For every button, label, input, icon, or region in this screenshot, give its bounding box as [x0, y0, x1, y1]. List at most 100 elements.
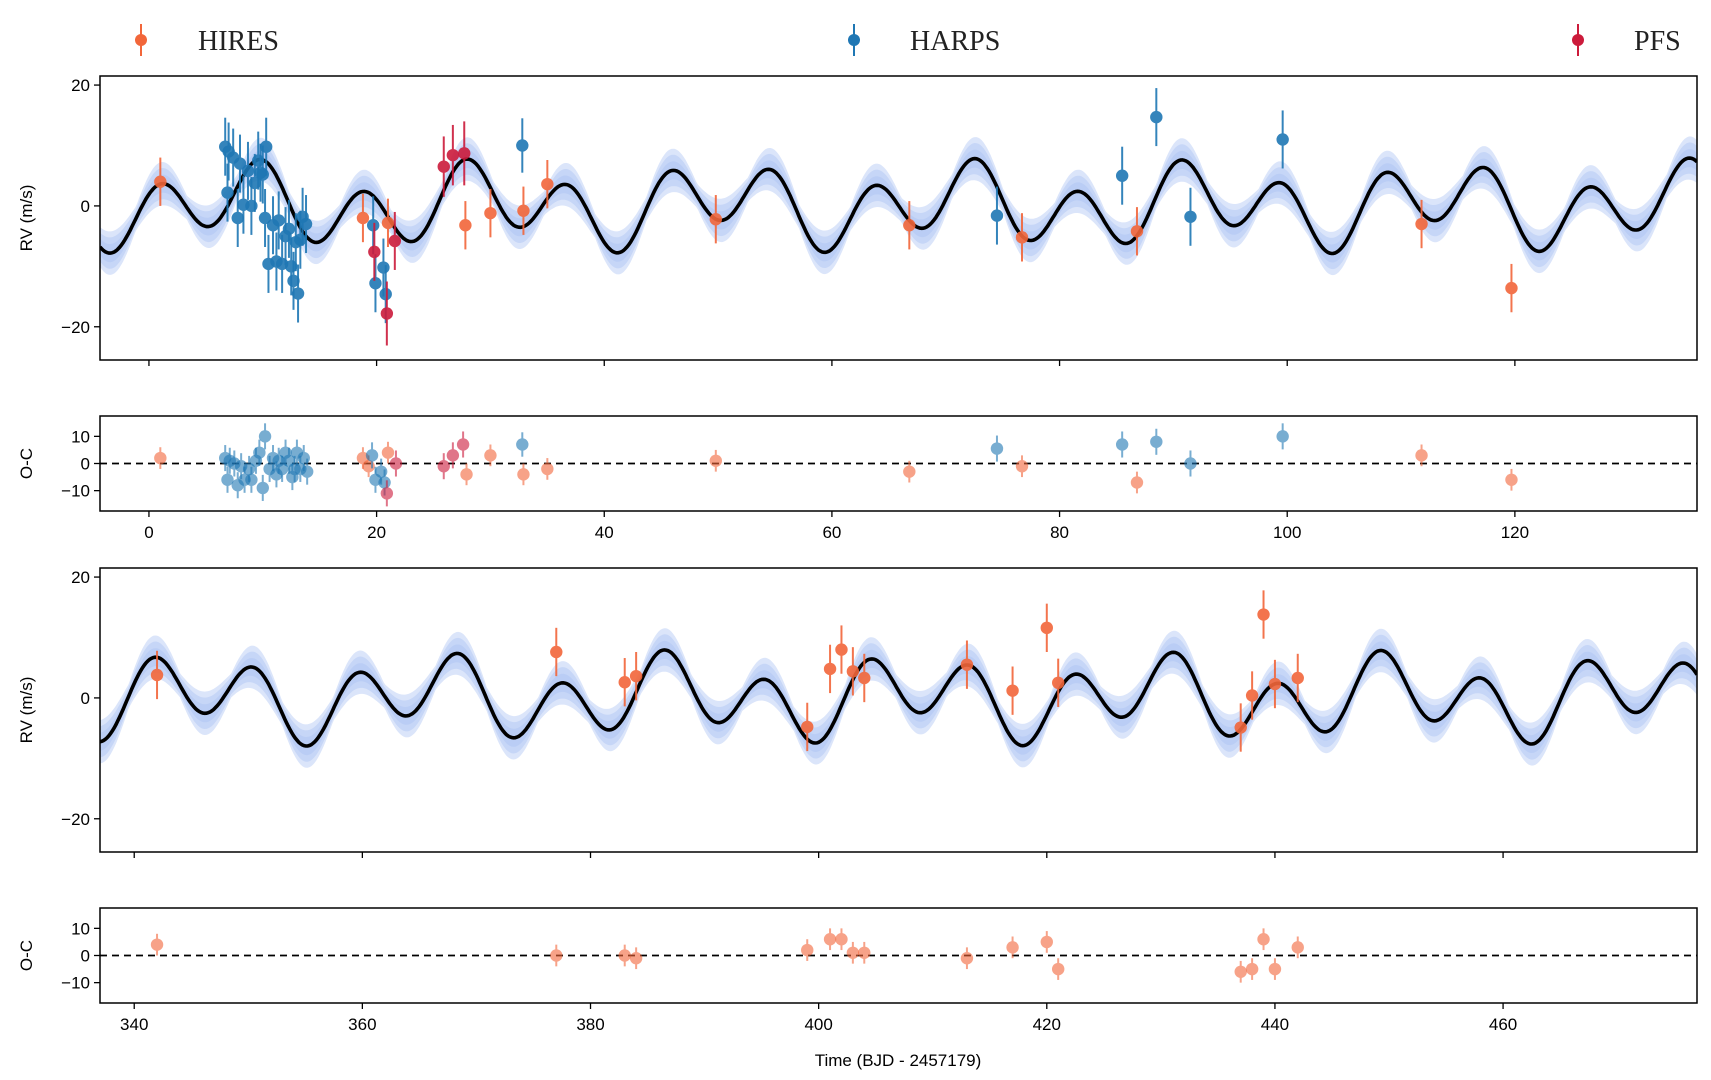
y-tick-label: 0	[81, 689, 90, 708]
data-marker	[1257, 608, 1270, 621]
data-marker	[456, 438, 470, 451]
data-marker	[377, 261, 390, 274]
y-axis-label: O-C	[17, 448, 36, 479]
data-point-pfs	[437, 136, 450, 197]
plot-area	[100, 590, 1697, 768]
data-marker	[1268, 677, 1282, 691]
x-tick-label: 460	[1489, 1015, 1517, 1034]
data-marker	[903, 219, 916, 232]
data-point-hires	[517, 186, 530, 235]
x-tick-label: 360	[348, 1015, 376, 1034]
data-marker	[380, 487, 394, 500]
data-point-hires	[460, 463, 473, 486]
data-point-hires	[550, 944, 563, 967]
data-point-pfs	[380, 480, 394, 507]
data-point-hires	[1257, 590, 1270, 639]
data-marker	[259, 140, 273, 153]
data-point-harps	[366, 196, 380, 255]
data-point-hires	[154, 447, 167, 469]
data-point-hires	[356, 193, 370, 243]
y-axis-label: RV (m/s)	[17, 677, 36, 744]
data-point-harps	[258, 423, 272, 450]
panel-rv-top: −20 0 20 RV (m/s)	[17, 75, 1698, 366]
data-point-hires	[1291, 936, 1304, 959]
data-marker	[823, 933, 837, 946]
data-point-harps	[256, 474, 269, 501]
panel-rv-bottom: −20 0 20 RV (m/s)	[17, 567, 1698, 858]
data-point-hires	[1052, 958, 1065, 980]
data-point-hires	[1015, 213, 1029, 262]
data-marker	[258, 211, 272, 225]
data-marker	[1052, 962, 1065, 976]
data-point-hires	[1040, 931, 1053, 953]
legend-harps-marker	[848, 34, 860, 46]
y-tick-label: 20	[71, 568, 90, 587]
data-marker	[388, 234, 402, 248]
data-point-hires	[1006, 666, 1019, 715]
plot-area	[100, 423, 1697, 507]
data-point-hires	[801, 939, 814, 961]
data-point-harps	[233, 134, 247, 193]
data-point-harps	[1115, 146, 1129, 205]
data-point-hires	[1234, 703, 1247, 752]
data-marker	[369, 277, 382, 290]
data-marker	[253, 446, 266, 459]
data-marker	[823, 662, 837, 676]
data-marker	[550, 949, 563, 962]
legend-item-hires: HIRES	[135, 24, 279, 57]
x-tick-label: 0	[144, 523, 153, 542]
data-point-harps	[245, 466, 258, 493]
data-marker	[437, 160, 450, 173]
data-marker	[154, 451, 167, 465]
data-point-harps	[253, 439, 266, 466]
data-point-hires	[484, 188, 497, 238]
y-tick-label: 0	[81, 947, 90, 966]
data-marker	[1268, 962, 1282, 976]
data-marker	[960, 658, 974, 671]
data-marker	[300, 465, 314, 478]
y-tick-label: −10	[61, 974, 90, 993]
data-marker	[245, 473, 258, 486]
legend-hires-label: HIRES	[198, 26, 279, 57]
data-point-harps	[369, 254, 382, 313]
data-point-hires	[154, 157, 167, 206]
data-marker	[1006, 684, 1019, 697]
data-marker	[1415, 449, 1428, 462]
data-marker	[378, 476, 391, 489]
data-marker	[446, 148, 460, 162]
data-point-harps	[291, 264, 305, 323]
data-point-hires	[1505, 263, 1518, 313]
data-marker	[1257, 933, 1270, 946]
data-marker	[960, 952, 974, 965]
data-marker	[1276, 133, 1289, 146]
model-curve	[100, 156, 1697, 256]
data-point-hires	[629, 947, 643, 970]
legend-pfs-label: PFS	[1634, 26, 1681, 57]
data-marker	[272, 214, 285, 227]
y-tick-label: −10	[61, 482, 90, 501]
data-marker	[389, 457, 403, 470]
y-tick-label: −20	[61, 810, 90, 829]
data-point-hires	[1268, 958, 1282, 980]
data-marker	[241, 164, 255, 178]
data-point-harps	[990, 186, 1004, 245]
data-point-hires	[1006, 936, 1019, 959]
data-marker	[835, 933, 848, 946]
data-marker	[1291, 671, 1304, 685]
data-marker	[1184, 210, 1197, 223]
data-point-harps	[231, 188, 244, 248]
data-marker	[150, 668, 164, 682]
x-axis-label: Time (BJD - 2457179)	[815, 1051, 982, 1070]
data-point-hires	[1415, 199, 1428, 249]
data-marker	[221, 186, 234, 199]
data-marker	[846, 665, 860, 678]
data-point-hires	[618, 658, 631, 707]
data-marker	[516, 139, 529, 152]
x-tick-label: 420	[1033, 1015, 1061, 1034]
data-marker	[541, 177, 554, 191]
plot-area	[100, 928, 1697, 983]
data-point-harps	[1184, 187, 1197, 246]
data-marker	[1150, 435, 1163, 448]
data-marker	[1234, 721, 1247, 734]
